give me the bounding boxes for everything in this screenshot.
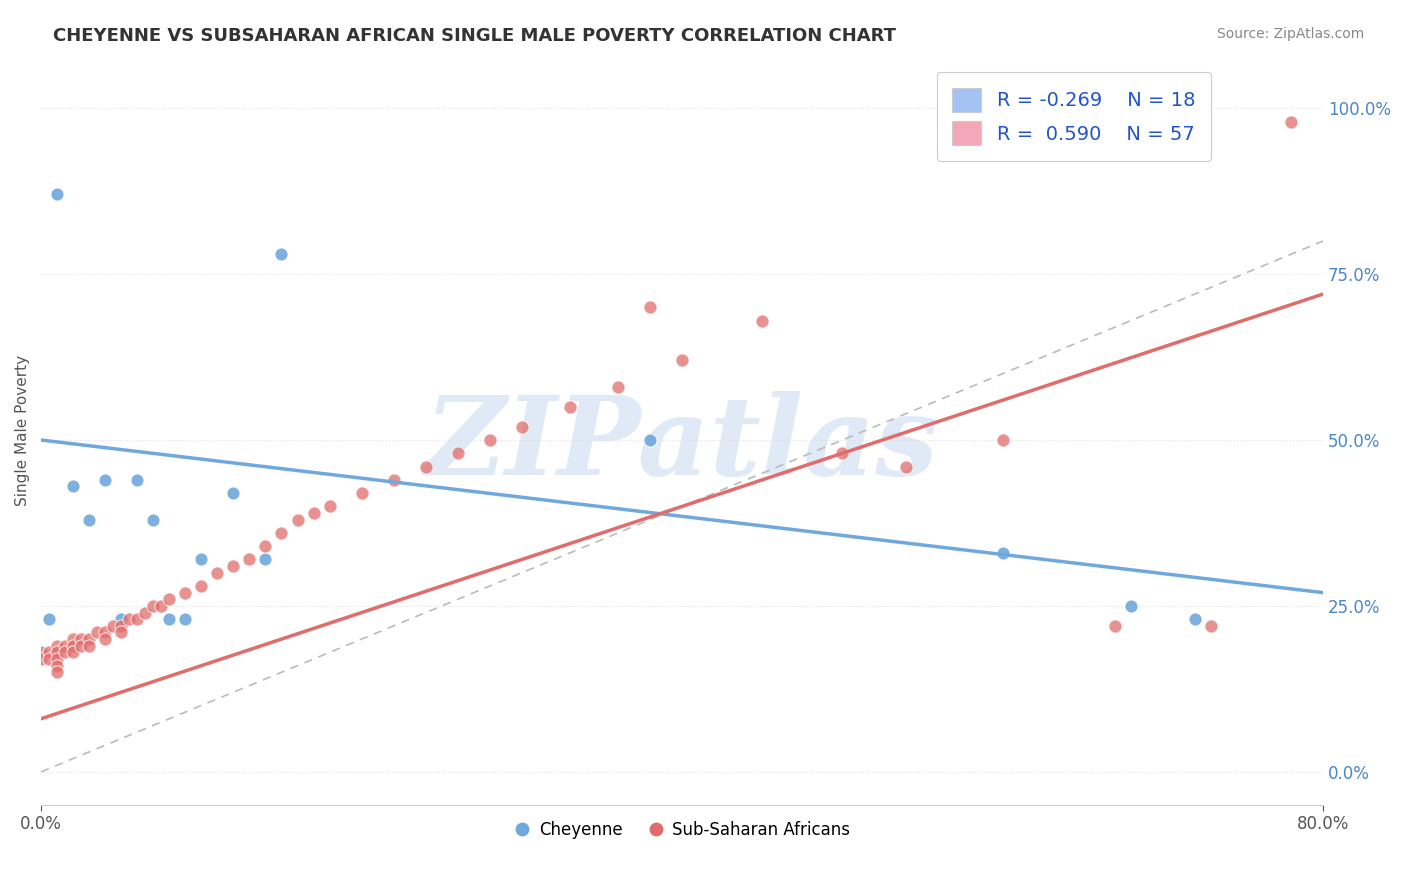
Point <box>118 612 141 626</box>
Point <box>831 446 853 460</box>
Point <box>607 380 630 394</box>
Point <box>134 606 156 620</box>
Point <box>991 433 1014 447</box>
Point <box>53 639 76 653</box>
Point <box>751 313 773 327</box>
Point <box>382 473 405 487</box>
Text: Source: ZipAtlas.com: Source: ZipAtlas.com <box>1216 27 1364 41</box>
Point <box>1279 114 1302 128</box>
Legend: Cheyenne, Sub-Saharan Africans: Cheyenne, Sub-Saharan Africans <box>508 814 858 846</box>
Point <box>222 559 245 574</box>
Point <box>991 546 1014 560</box>
Point <box>302 506 325 520</box>
Point <box>62 479 84 493</box>
Point <box>254 552 277 566</box>
Point <box>110 612 132 626</box>
Point <box>190 579 212 593</box>
Point <box>638 301 661 315</box>
Text: CHEYENNE VS SUBSAHARAN AFRICAN SINGLE MALE POVERTY CORRELATION CHART: CHEYENNE VS SUBSAHARAN AFRICAN SINGLE MA… <box>53 27 897 45</box>
Point <box>38 652 60 666</box>
Point <box>447 446 470 460</box>
Point <box>270 525 292 540</box>
Point <box>94 632 117 646</box>
Point <box>1184 612 1206 626</box>
Point <box>318 500 340 514</box>
Point <box>174 612 197 626</box>
Point <box>638 433 661 447</box>
Point <box>510 419 533 434</box>
Point <box>30 645 52 659</box>
Point <box>478 433 501 447</box>
Point <box>46 187 69 202</box>
Point <box>77 513 100 527</box>
Point <box>110 625 132 640</box>
Y-axis label: Single Male Poverty: Single Male Poverty <box>15 354 30 506</box>
Point <box>207 566 229 580</box>
Point <box>142 513 165 527</box>
Point <box>62 639 84 653</box>
Point <box>671 353 693 368</box>
Point <box>46 652 69 666</box>
Point <box>38 612 60 626</box>
Point <box>350 486 373 500</box>
Point <box>558 400 581 414</box>
Point <box>38 645 60 659</box>
Point <box>415 459 437 474</box>
Point <box>86 625 108 640</box>
Point <box>46 658 69 673</box>
Point <box>157 592 180 607</box>
Point <box>150 599 173 613</box>
Point <box>110 619 132 633</box>
Point <box>62 645 84 659</box>
Point <box>127 473 149 487</box>
Point <box>238 552 260 566</box>
Point <box>70 639 93 653</box>
Point <box>70 632 93 646</box>
Text: ZIPatlas: ZIPatlas <box>425 392 939 499</box>
Point <box>222 486 245 500</box>
Point <box>1199 619 1222 633</box>
Point <box>103 619 125 633</box>
Point <box>142 599 165 613</box>
Point <box>1119 599 1142 613</box>
Point <box>62 632 84 646</box>
Point <box>77 639 100 653</box>
Point <box>94 473 117 487</box>
Point <box>287 513 309 527</box>
Point <box>174 585 197 599</box>
Point <box>896 459 918 474</box>
Point <box>30 652 52 666</box>
Point <box>53 645 76 659</box>
Point <box>77 632 100 646</box>
Point <box>157 612 180 626</box>
Point <box>270 247 292 261</box>
Point <box>254 539 277 553</box>
Point <box>94 625 117 640</box>
Point <box>46 639 69 653</box>
Point <box>190 552 212 566</box>
Point <box>1104 619 1126 633</box>
Point <box>46 665 69 680</box>
Point <box>46 645 69 659</box>
Point <box>127 612 149 626</box>
